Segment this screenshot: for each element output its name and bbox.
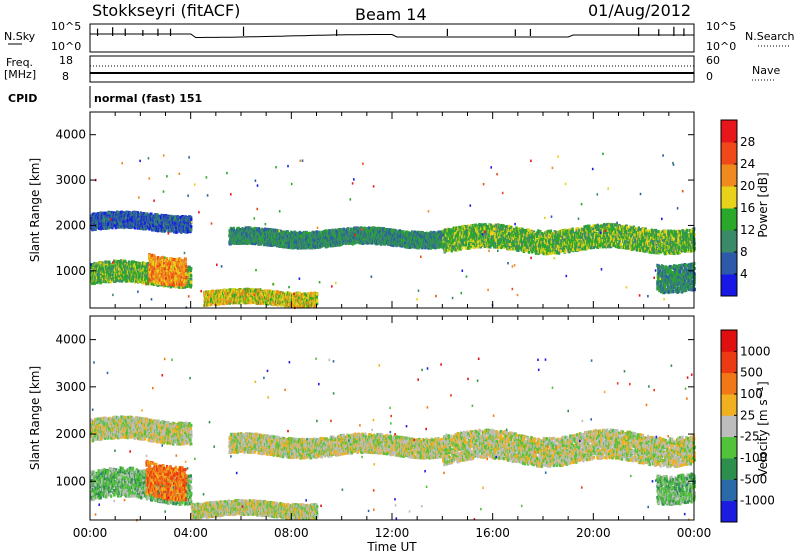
power-cell [190, 225, 192, 228]
power-cell [190, 274, 192, 277]
power-cell [185, 281, 187, 284]
power-cell [185, 265, 187, 268]
nsky-trace [90, 34, 694, 38]
power-cell [185, 272, 187, 275]
freq-ytick-top-right: 60 [706, 54, 720, 67]
power-cell [166, 257, 168, 260]
power-cell [171, 265, 173, 268]
power-heatmap-cells [90, 153, 696, 310]
nsearch-label: N.Search [745, 30, 795, 43]
power-cell [190, 280, 192, 283]
power-cell [185, 269, 187, 272]
station-title: Stokkseyri (fitACF) [92, 1, 240, 20]
cpid-value: normal (fast) 151 [94, 92, 202, 105]
freq-ytick-top: 18 [59, 54, 73, 67]
power-cell [190, 267, 192, 270]
power-cell [182, 284, 184, 287]
freq-panel-frame [90, 56, 694, 82]
cpid-label: CPID [8, 92, 37, 105]
nsky-label: N.Sky [4, 30, 36, 43]
freq-ytick-bottom: 8 [62, 70, 69, 83]
freq-label-line2: [MHz] [4, 68, 36, 81]
nsky-ytick-bottom-right: 10^0 [706, 40, 736, 53]
power-cell [185, 258, 187, 261]
date-title: 01/Aug/2012 [588, 1, 691, 20]
nsky-ytick-top: 10^5 [51, 20, 81, 33]
nsky-ytick-top-right: 10^5 [706, 20, 736, 33]
beam-title: Beam 14 [355, 5, 427, 24]
power-cell [190, 218, 192, 221]
freq-ytick-bottom-right: 0 [706, 70, 713, 83]
power-cell [190, 228, 192, 231]
nsky-panel-frame [90, 24, 694, 52]
power-cell [190, 284, 192, 287]
nave-label: Nave [752, 64, 780, 77]
nsky-ytick-bottom: 10^0 [51, 40, 81, 53]
power-cell [185, 276, 187, 279]
